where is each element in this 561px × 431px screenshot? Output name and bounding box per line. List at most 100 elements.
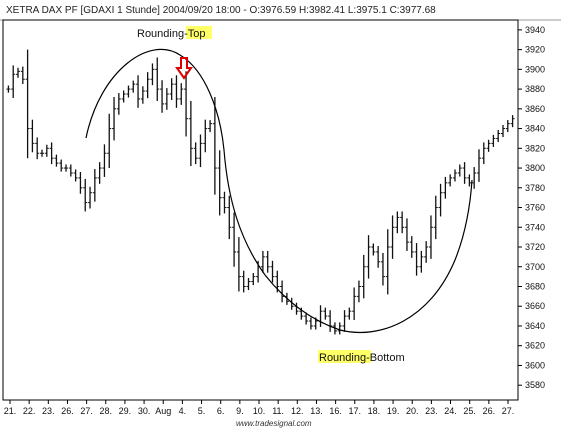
y-tick-label: 3940: [525, 25, 545, 35]
price-bar: [112, 96, 117, 141]
price-bar: [376, 246, 381, 268]
price-bar: [356, 280, 361, 303]
price-bar: [40, 149, 45, 157]
price-bar: [64, 164, 69, 172]
price-bar: [304, 312, 309, 325]
x-tick-label: 26.: [483, 406, 496, 416]
price-bar: [419, 250, 424, 273]
price-bar: [116, 93, 121, 115]
x-tick-label: 28.: [100, 406, 113, 416]
price-bar: [280, 280, 285, 303]
price-bar: [505, 120, 510, 133]
price-bar: [385, 229, 390, 295]
price-bar: [208, 120, 213, 133]
annotation-highlight: [318, 350, 371, 363]
price-bar: [20, 66, 25, 84]
y-tick-label: 3900: [525, 64, 545, 74]
price-bar: [424, 241, 429, 263]
x-tick-label: 20.: [406, 406, 419, 416]
price-bar: [145, 72, 150, 99]
x-tick-label: 24.: [444, 406, 457, 416]
price-bar: [390, 215, 395, 259]
x-tick-label: 13.: [310, 406, 323, 416]
price-bar: [260, 250, 265, 273]
x-tick-label: 21.: [4, 406, 17, 416]
annotation-rounding-bottom: Rounding-Bottom: [318, 350, 405, 364]
y-tick-label: 3720: [525, 242, 545, 252]
x-tick-label: 17.: [349, 406, 362, 416]
y-tick-label: 3860: [525, 104, 545, 114]
annotation-rounding-bottom-label: Rounding-Bottom: [319, 352, 405, 364]
y-tick-label: 3700: [525, 262, 545, 272]
price-bar: [155, 57, 160, 101]
annotation-rounding-top-label: Rounding-Top: [137, 28, 206, 40]
y-tick-label: 3820: [525, 143, 545, 153]
price-bar: [140, 86, 145, 104]
price-bar: [428, 215, 433, 259]
footer-source: www.tradesignal.com: [236, 419, 312, 428]
price-bar: [438, 183, 443, 217]
price-bar: [352, 287, 357, 321]
price-bar: [496, 129, 501, 142]
price-bar: [361, 254, 366, 299]
x-tick-label: 10.: [253, 406, 266, 416]
down-arrow-icon: [175, 57, 193, 80]
price-bar: [265, 250, 270, 273]
y-tick-label: 3680: [525, 281, 545, 291]
price-bar: [476, 149, 481, 182]
price-bar: [179, 83, 184, 105]
price-bar: [308, 317, 313, 330]
rounding-bottom-curve: [264, 179, 473, 334]
price-bar: [380, 252, 385, 286]
price-bar: [500, 125, 505, 138]
price-bar: [251, 273, 256, 286]
y-tick-label: 3760: [525, 203, 545, 213]
price-bar: [400, 211, 405, 234]
price-bar: [54, 154, 59, 167]
price-bar: [44, 144, 49, 157]
x-tick-label: 23.: [425, 406, 438, 416]
price-bar: [25, 49, 30, 159]
price-bar: [68, 164, 73, 177]
price-bar: [102, 144, 107, 177]
price-bar: [472, 167, 477, 189]
price-bar: [452, 169, 457, 182]
price-bar: [174, 75, 179, 108]
price-bar: [30, 119, 35, 153]
x-tick-label: Aug: [155, 406, 171, 416]
x-tick-label: 23.: [42, 406, 55, 416]
x-axis: 21. 22. 23. 26. 27. 28. 29. 30. Aug 4. 5. 6. 9. 10. 11…: [4, 400, 515, 416]
annotation-highlight: [186, 26, 212, 39]
price-bar: [169, 78, 174, 100]
price-bar: [16, 67, 21, 78]
y-tick-label: 3840: [525, 124, 545, 134]
rounding-top-curve: [85, 48, 266, 276]
price-bar: [433, 195, 438, 240]
price-bar: [486, 139, 491, 152]
x-tick-label: 19.: [387, 406, 400, 416]
price-bar: [246, 278, 251, 291]
price-bar: [83, 178, 88, 212]
x-tick-label: 5.: [198, 406, 206, 416]
y-tick-label: 3640: [525, 321, 545, 331]
x-tick-label: 4.: [179, 406, 187, 416]
y-tick-label: 3660: [525, 301, 545, 311]
price-bar: [395, 211, 400, 234]
y-tick-label: 3800: [525, 163, 545, 173]
x-tick-label: 29.: [119, 406, 132, 416]
price-bar: [414, 243, 419, 276]
price-bar: [337, 322, 342, 335]
x-tick-label: 18.: [368, 406, 381, 416]
price-bar: [188, 100, 193, 167]
price-bar: [241, 270, 246, 293]
price-bar: [203, 119, 208, 153]
y-tick-label: 3620: [525, 341, 545, 351]
price-bar: [92, 169, 97, 202]
x-tick-label: 11.: [272, 406, 284, 416]
price-bar: [136, 75, 141, 108]
price-bar: [409, 236, 414, 258]
price-bar: [227, 195, 232, 240]
x-tick-label: 27.: [502, 406, 515, 416]
x-tick-label: 26.: [61, 406, 74, 416]
y-tick-label: 3780: [525, 183, 545, 193]
